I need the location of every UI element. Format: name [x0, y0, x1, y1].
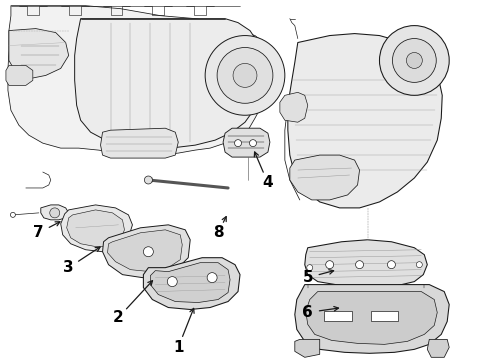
Circle shape [392, 39, 436, 82]
Circle shape [388, 261, 395, 269]
Polygon shape [100, 128, 178, 158]
Circle shape [326, 261, 334, 269]
Polygon shape [8, 6, 272, 155]
Polygon shape [295, 285, 449, 353]
Circle shape [356, 261, 364, 269]
Polygon shape [280, 92, 308, 122]
Text: 4: 4 [263, 175, 273, 190]
Polygon shape [295, 339, 319, 357]
Polygon shape [61, 205, 132, 252]
Polygon shape [427, 339, 449, 357]
Polygon shape [6, 66, 33, 85]
Circle shape [307, 265, 313, 271]
Polygon shape [305, 240, 427, 288]
Circle shape [10, 212, 15, 217]
Text: 1: 1 [173, 340, 184, 355]
Polygon shape [324, 311, 352, 321]
Polygon shape [290, 155, 360, 200]
Circle shape [217, 48, 273, 103]
Polygon shape [288, 33, 442, 208]
Circle shape [167, 276, 177, 287]
Text: 8: 8 [213, 225, 223, 240]
Polygon shape [144, 258, 240, 310]
Polygon shape [74, 19, 260, 148]
Text: 2: 2 [113, 310, 124, 325]
Polygon shape [107, 230, 182, 272]
Polygon shape [306, 292, 437, 345]
Text: 7: 7 [33, 225, 44, 240]
Polygon shape [223, 128, 270, 157]
Polygon shape [150, 263, 230, 302]
Text: 5: 5 [302, 270, 313, 285]
Polygon shape [67, 210, 124, 247]
Circle shape [379, 26, 449, 95]
Circle shape [235, 140, 242, 147]
Circle shape [416, 262, 422, 268]
Polygon shape [41, 205, 69, 220]
Circle shape [207, 273, 217, 283]
Circle shape [50, 208, 60, 218]
Circle shape [406, 53, 422, 68]
Text: 3: 3 [63, 260, 74, 275]
Circle shape [249, 140, 256, 147]
Polygon shape [370, 311, 398, 321]
Polygon shape [9, 28, 69, 78]
Circle shape [145, 176, 152, 184]
Circle shape [205, 36, 285, 115]
Polygon shape [102, 225, 190, 278]
Text: 6: 6 [302, 305, 313, 320]
Circle shape [144, 247, 153, 257]
Circle shape [233, 63, 257, 87]
